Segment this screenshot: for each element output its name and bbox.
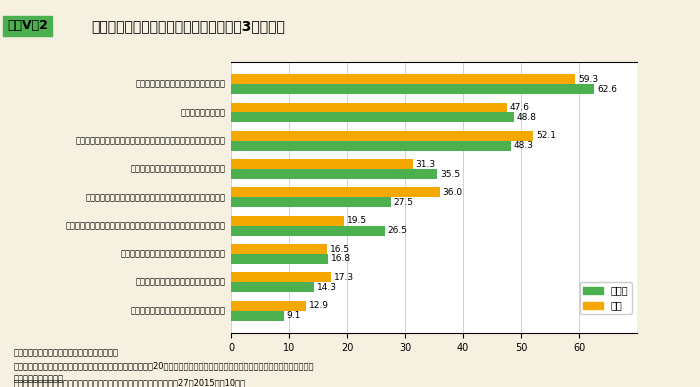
Text: 17.3: 17.3 xyxy=(334,273,354,282)
Bar xyxy=(231,74,575,84)
Text: 住宅用建材や家具、紙などの原材料となる木材を生産する働き: 住宅用建材や家具、紙などの原材料となる木材を生産する働き xyxy=(85,193,225,202)
Legend: 国有林, 森林: 国有林, 森林 xyxy=(580,282,632,314)
Text: 自然に親しみ、森林と人とのかかわりを学ぶなど教育の場としての働き: 自然に親しみ、森林と人とのかかわりを学ぶなど教育の場としての働き xyxy=(65,221,225,230)
Text: ２：この調査での「消費者」は、農林水産行政に関心がある20歳以上の者で、原則としてパソコンでインターネットを利用できる: ２：この調査での「消費者」は、農林水産行政に関心がある20歳以上の者で、原則とし… xyxy=(14,362,314,371)
Bar xyxy=(231,197,391,207)
Bar xyxy=(231,131,533,141)
Text: 二酸化炭素を吸収することにより、地球温暖化防止に貢献する働き: 二酸化炭素を吸収することにより、地球温暖化防止に貢献する働き xyxy=(75,136,225,145)
Text: 森林と国有林に期待する役割（複数回答3つまで）: 森林と国有林に期待する役割（複数回答3つまで） xyxy=(91,19,285,33)
Bar xyxy=(231,187,440,197)
Text: 貴重な野生動植物の生息の場としての働き: 貴重な野生動植物の生息の場としての働き xyxy=(130,164,225,173)
Bar xyxy=(231,226,385,236)
Text: 資料V－2: 資料V－2 xyxy=(7,19,48,33)
Bar xyxy=(231,282,314,292)
Text: 48.8: 48.8 xyxy=(517,113,537,122)
Text: 26.5: 26.5 xyxy=(388,226,407,235)
Text: 16.5: 16.5 xyxy=(330,245,350,253)
Text: 水資源を蓄える働き: 水資源を蓄える働き xyxy=(180,108,225,117)
Bar xyxy=(231,244,327,254)
Bar xyxy=(231,141,511,151)
Text: 環境にある者。: 環境にある者。 xyxy=(14,375,64,384)
Text: 59.3: 59.3 xyxy=(578,75,598,84)
Text: 48.3: 48.3 xyxy=(514,141,534,150)
Text: 注１：消費者モニターを対象とした調査結果。: 注１：消費者モニターを対象とした調査結果。 xyxy=(14,348,119,357)
Text: 資料：農林水産省「森林資源の循環利用に関する意識・意向調査」（平成27（2015）年10月）: 資料：農林水産省「森林資源の循環利用に関する意識・意向調査」（平成27（2015… xyxy=(14,378,246,387)
Bar xyxy=(231,311,284,320)
Text: 35.5: 35.5 xyxy=(440,170,460,178)
Text: 19.5: 19.5 xyxy=(347,216,367,225)
Text: 47.6: 47.6 xyxy=(510,103,530,112)
Bar xyxy=(231,254,328,264)
Text: 16.8: 16.8 xyxy=(331,254,351,264)
Bar xyxy=(231,84,594,94)
Text: 14.3: 14.3 xyxy=(317,283,337,292)
Text: 36.0: 36.0 xyxy=(442,188,463,197)
Text: 62.6: 62.6 xyxy=(597,85,617,94)
Bar xyxy=(231,103,507,113)
Text: 空気をきれいにしたり、騒音をやわらげる働き: 空気をきれいにしたり、騒音をやわらげる働き xyxy=(120,250,225,259)
Bar xyxy=(231,216,344,226)
Bar xyxy=(231,169,437,179)
Text: 山崩れや洪水などの災害を防止する働き: 山崩れや洪水などの災害を防止する働き xyxy=(135,80,225,89)
Text: きのこや山菜などの林産物を生産する働き: きのこや山菜などの林産物を生産する働き xyxy=(130,306,225,315)
Text: 心身の癒しや安らぎの場を提供する働き: 心身の癒しや安らぎの場を提供する働き xyxy=(135,278,225,287)
Text: 31.3: 31.3 xyxy=(415,159,435,169)
Bar xyxy=(231,159,412,169)
Bar xyxy=(231,113,514,122)
Text: 9.1: 9.1 xyxy=(287,311,301,320)
Text: 27.5: 27.5 xyxy=(393,198,414,207)
Bar xyxy=(231,301,306,311)
Text: 52.1: 52.1 xyxy=(536,131,556,140)
Text: 12.9: 12.9 xyxy=(309,301,329,310)
Bar xyxy=(231,272,331,282)
